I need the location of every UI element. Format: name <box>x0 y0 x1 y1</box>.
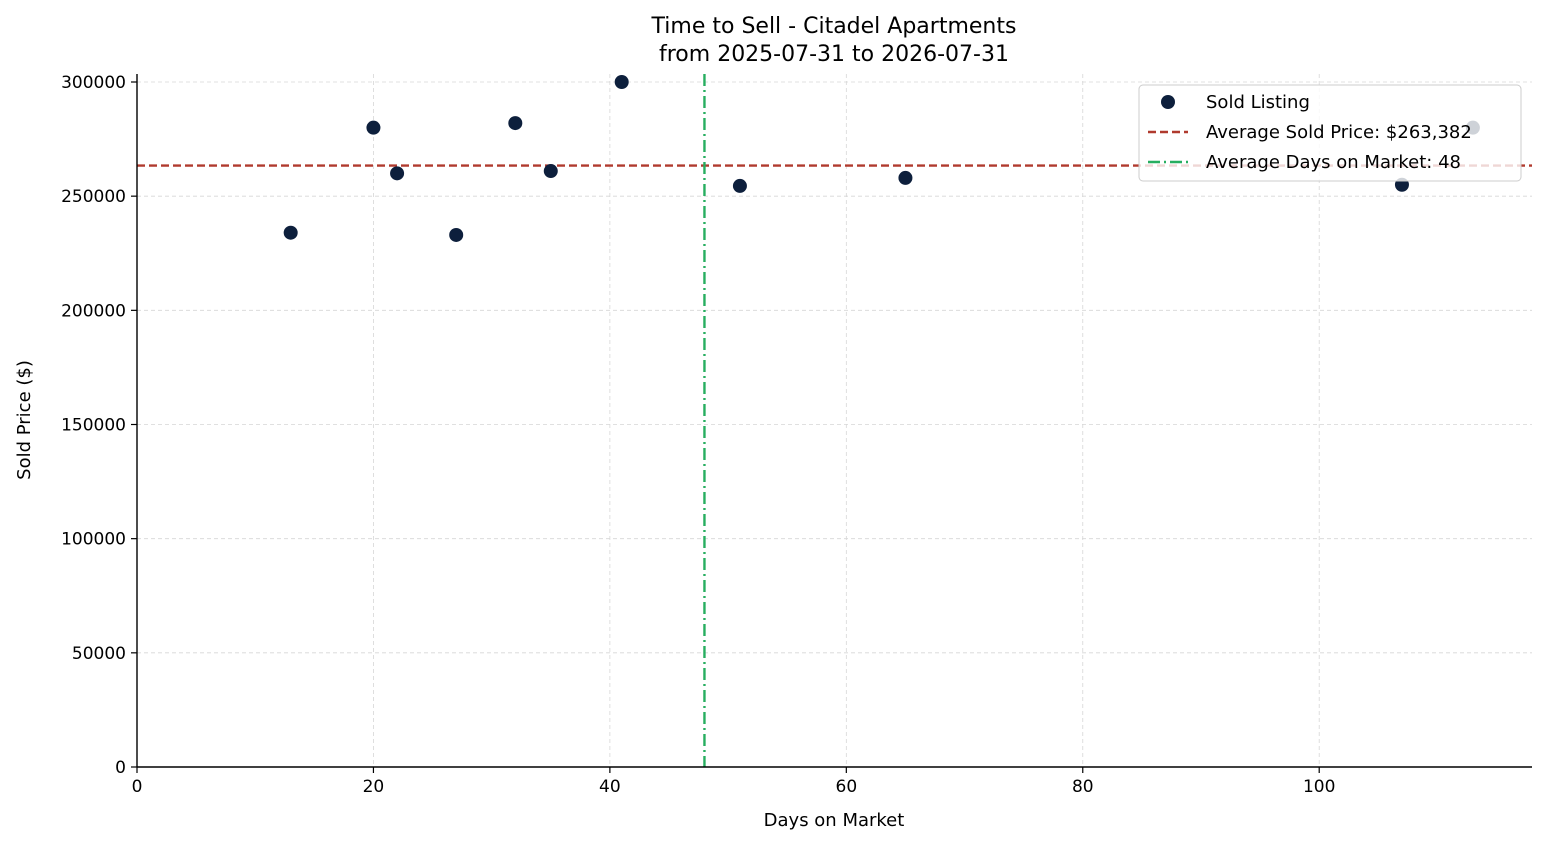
grid-lines <box>137 74 1532 767</box>
legend-marker-sold-listing <box>1161 95 1175 109</box>
legend-box <box>1138 84 1522 182</box>
chart-title: Time to Sell - Citadel Apartments <box>651 14 1017 39</box>
x-tick-label: 0 <box>132 777 143 797</box>
sold-listing-point <box>283 225 298 240</box>
sold-listing-point <box>732 178 747 193</box>
y-tick-label: 100000 <box>61 530 126 550</box>
legend-label-average-price: Average Sold Price: $263,382 <box>1206 122 1472 143</box>
y-axis-label: Sold Price ($) <box>14 360 35 480</box>
x-tick-label: 60 <box>836 777 858 797</box>
sold-listing-point <box>449 227 464 242</box>
y-tick-label: 300000 <box>61 73 126 93</box>
sold-listing-point <box>508 116 523 131</box>
axes <box>131 74 1532 773</box>
legend-label-sold-listing: Sold Listing <box>1206 92 1310 113</box>
tick-labels: 0 20 40 60 80 100 0 50000 100000 150000 200000 2500… <box>61 73 1335 797</box>
x-axis-label: Days on Market <box>764 810 905 831</box>
reference-lines <box>137 74 1532 767</box>
chart-subtitle: from 2025-07-31 to 2026-07-31 <box>659 42 1009 67</box>
sold-listing-point <box>543 164 558 179</box>
x-tick-label: 100 <box>1303 777 1335 797</box>
sold-listing-point <box>614 75 629 89</box>
x-tick-label: 80 <box>1072 777 1094 797</box>
x-tick-label: 20 <box>363 777 385 797</box>
legend-label-average-days: Average Days on Market: 48 <box>1206 152 1461 173</box>
sold-listing-point <box>366 120 381 135</box>
y-tick-label: 200000 <box>61 301 126 321</box>
y-tick-label: 0 <box>115 758 126 778</box>
legend: Sold Listing Average Sold Price: $263,382… <box>1138 84 1522 182</box>
sold-listing-point <box>390 166 405 181</box>
y-tick-label: 250000 <box>61 187 126 207</box>
y-tick-label: 150000 <box>61 416 126 436</box>
sold-listing-point <box>898 170 913 185</box>
x-tick-label: 40 <box>599 777 621 797</box>
y-tick-label: 50000 <box>72 644 126 664</box>
